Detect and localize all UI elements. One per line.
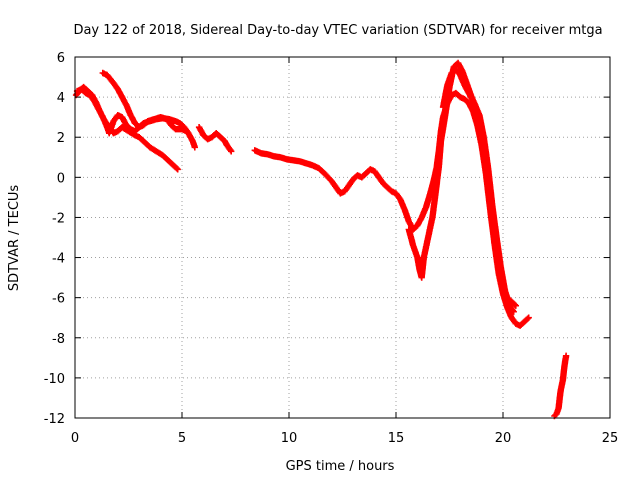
series-track-b-early <box>73 85 198 151</box>
y-tick-label: -4 <box>52 252 65 267</box>
y-tick-label: -8 <box>52 332 65 347</box>
series-markers <box>551 352 570 420</box>
grid-lines <box>75 57 610 418</box>
y-tick-label: -10 <box>44 372 65 387</box>
series-markers <box>73 85 198 151</box>
series-track-main-c <box>439 65 519 309</box>
chart-title: Day 122 of 2018, Sidereal Day-to-day VTE… <box>73 23 602 38</box>
data-points <box>72 59 570 420</box>
axis-ticks: 0 5 10 15 20 25 -12 -10 -8 -6 -4 -2 0 2 4 6 <box>44 51 619 446</box>
x-tick-label: 0 <box>71 431 79 446</box>
series-markers <box>99 69 190 135</box>
y-tick-label: 6 <box>57 51 65 66</box>
y-tick-label: -2 <box>52 211 65 226</box>
y-tick-label: 2 <box>57 131 65 146</box>
y-tick-label: -6 <box>52 292 65 307</box>
series-track-c-early <box>99 69 190 135</box>
x-tick-label: 20 <box>495 431 512 446</box>
x-tick-label: 10 <box>281 431 298 446</box>
x-tick-label: 25 <box>602 431 619 446</box>
x-tick-label: 15 <box>388 431 405 446</box>
y-axis-label: SDTVAR / TECUs <box>7 185 22 292</box>
plot-frame <box>74 56 611 419</box>
series-track-d-early <box>195 124 235 155</box>
series-track-late <box>551 352 570 420</box>
y-tick-label: 0 <box>57 171 65 186</box>
series-markers <box>195 124 235 155</box>
y-tick-label: -12 <box>44 412 65 427</box>
series-markers <box>439 65 519 309</box>
y-tick-label: 4 <box>57 91 65 106</box>
x-axis-label: GPS time / hours <box>286 459 395 474</box>
x-tick-label: 5 <box>178 431 186 446</box>
